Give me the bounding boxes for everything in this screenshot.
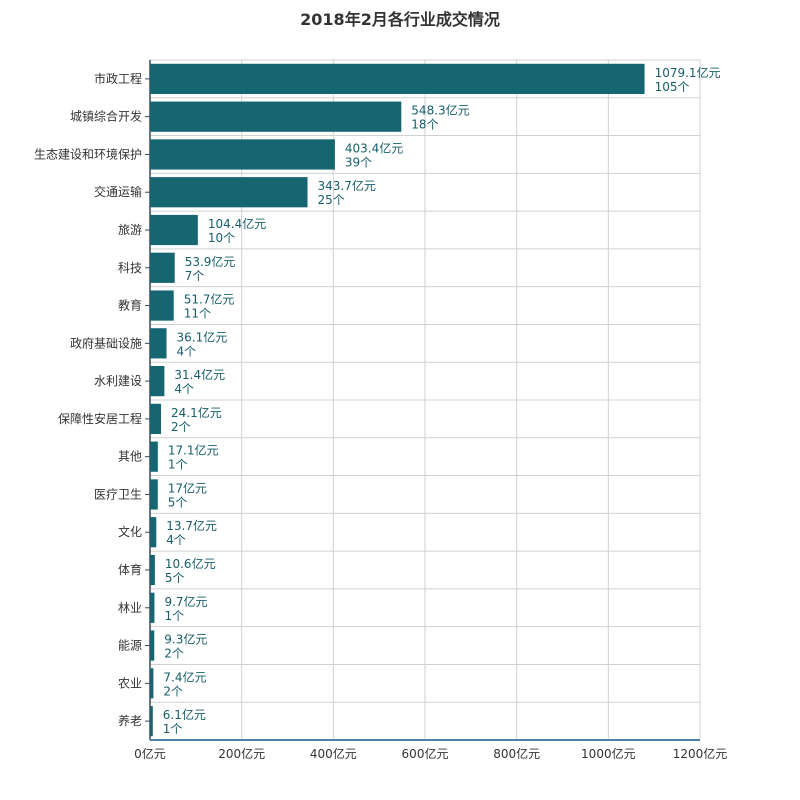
count-label: 1个 xyxy=(168,458,188,472)
value-label: 17亿元 xyxy=(168,480,207,495)
count-label: 5个 xyxy=(168,495,188,509)
count-label: 5个 xyxy=(165,571,185,585)
category-label: 教育 xyxy=(118,298,142,313)
value-label: 1079.1亿元 xyxy=(655,65,721,80)
category-label: 能源 xyxy=(118,639,142,653)
count-label: 2个 xyxy=(164,647,184,661)
bar xyxy=(150,668,154,699)
bar xyxy=(150,139,335,170)
value-label: 36.1亿元 xyxy=(177,329,228,344)
value-label: 24.1亿元 xyxy=(171,405,222,420)
value-label: 10.6亿元 xyxy=(165,556,216,571)
value-label: 9.3亿元 xyxy=(164,632,207,647)
category-label: 水利建设 xyxy=(94,374,142,388)
x-tick-label: 0亿元 xyxy=(134,746,166,761)
category-label: 养老 xyxy=(118,713,142,728)
count-label: 4个 xyxy=(177,344,197,358)
count-label: 39个 xyxy=(345,155,372,169)
category-label: 政府基础设施 xyxy=(70,335,142,350)
value-label: 104.4亿元 xyxy=(208,216,266,231)
x-tick-label: 1000亿元 xyxy=(581,746,636,761)
category-label: 文化 xyxy=(118,524,142,539)
bar xyxy=(150,592,155,623)
bar xyxy=(150,366,165,397)
x-tick-label: 1200亿元 xyxy=(673,746,728,761)
category-label: 农业 xyxy=(118,676,142,690)
x-tick-label: 200亿元 xyxy=(218,746,265,761)
value-label: 6.1亿元 xyxy=(163,707,206,722)
count-label: 105个 xyxy=(655,80,690,94)
bar xyxy=(150,63,645,94)
count-label: 18个 xyxy=(411,118,438,132)
bar xyxy=(150,441,158,472)
value-label: 343.7亿元 xyxy=(318,178,376,193)
category-label: 生态建设和环境保护 xyxy=(34,146,142,161)
x-tick-label: 400亿元 xyxy=(310,746,357,761)
bar xyxy=(150,706,153,737)
count-label: 4个 xyxy=(166,533,186,547)
value-label: 31.4亿元 xyxy=(174,367,225,382)
category-label: 交通运输 xyxy=(94,184,142,199)
bar xyxy=(150,403,162,434)
value-label: 13.7亿元 xyxy=(166,518,217,533)
value-label: 7.4亿元 xyxy=(163,669,206,684)
value-label: 9.7亿元 xyxy=(164,594,207,609)
bar xyxy=(150,290,174,321)
category-label: 旅游 xyxy=(118,223,142,237)
bar xyxy=(150,479,158,510)
value-label: 53.9亿元 xyxy=(185,254,236,269)
bar xyxy=(150,214,198,246)
category-label: 体育 xyxy=(118,562,142,577)
category-label: 科技 xyxy=(118,261,142,275)
category-label: 其他 xyxy=(118,450,142,464)
count-label: 10个 xyxy=(208,231,235,245)
bar xyxy=(150,328,167,359)
category-label: 林业 xyxy=(118,601,142,615)
count-label: 2个 xyxy=(171,420,191,434)
count-label: 7个 xyxy=(185,269,205,283)
bar xyxy=(150,630,155,661)
bar xyxy=(150,101,402,132)
count-label: 11个 xyxy=(184,307,211,321)
category-label: 保障性安居工程 xyxy=(58,411,142,426)
x-tick-label: 800亿元 xyxy=(493,746,540,761)
value-label: 548.3亿元 xyxy=(411,103,469,118)
x-tick-label: 600亿元 xyxy=(402,746,449,761)
count-label: 4个 xyxy=(174,382,194,396)
category-label: 城镇综合开发 xyxy=(70,109,142,124)
count-label: 1个 xyxy=(163,722,183,736)
value-label: 403.4亿元 xyxy=(345,140,403,155)
bar xyxy=(150,517,157,548)
category-label: 市政工程 xyxy=(94,71,142,86)
bar xyxy=(150,252,175,283)
count-label: 2个 xyxy=(163,684,183,698)
bar xyxy=(150,177,308,208)
count-label: 1个 xyxy=(164,609,184,623)
count-label: 25个 xyxy=(318,193,345,207)
category-label: 医疗卫生 xyxy=(94,487,142,501)
value-label: 51.7亿元 xyxy=(184,292,235,307)
value-label: 17.1亿元 xyxy=(168,443,219,458)
chart-title: 2018年2月各行业成交情况 xyxy=(300,10,500,29)
bar xyxy=(150,554,155,586)
